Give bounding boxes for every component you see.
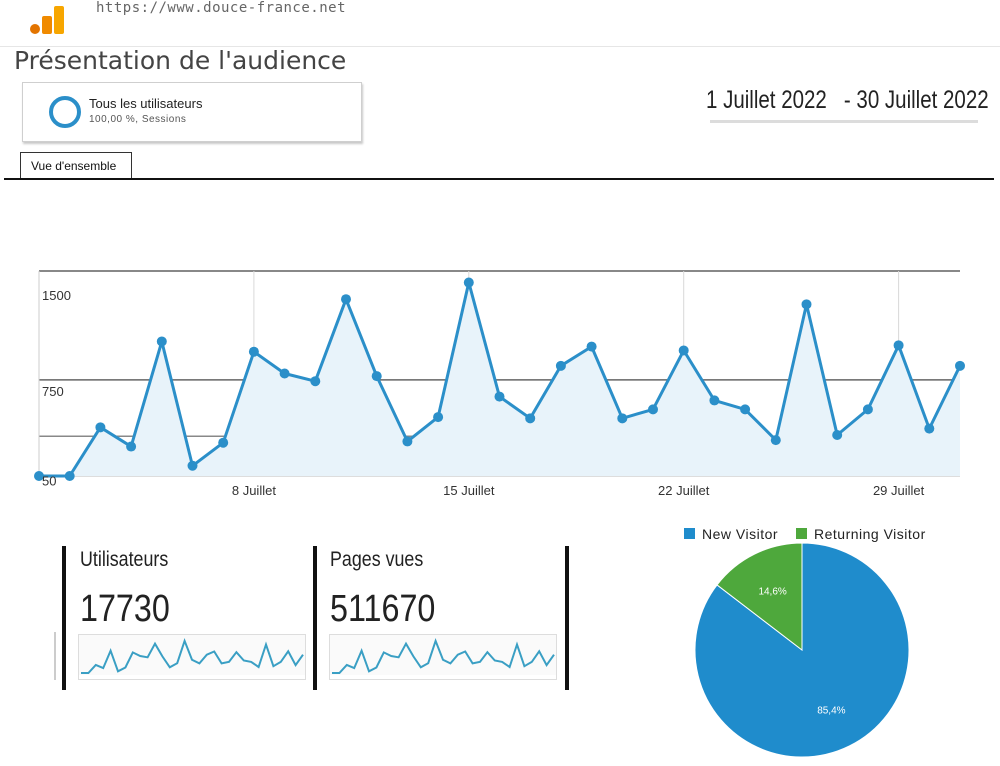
sparkline-path xyxy=(332,637,555,674)
chart-point[interactable] xyxy=(678,345,689,356)
chart-point[interactable] xyxy=(126,441,137,452)
sparkline-path xyxy=(81,637,304,674)
segment-detail: 100,00 %, Sessions xyxy=(89,114,187,125)
chart-area-fill xyxy=(39,282,960,476)
segment-name: Tous les utilisateurs xyxy=(89,96,203,111)
chart-x-tick-label: 22 Juillet xyxy=(658,483,710,498)
pie-slice[interactable] xyxy=(716,542,803,652)
chart-point[interactable] xyxy=(709,395,720,406)
chart-point[interactable] xyxy=(832,430,843,440)
chart-point[interactable] xyxy=(218,437,229,448)
legend-label-returning-visitor[interactable]: Returning Visitor xyxy=(814,526,926,542)
chart-point[interactable] xyxy=(801,299,812,310)
date-range-picker[interactable]: 1 Juillet 2022 - 30 Juillet 2022 xyxy=(706,86,989,114)
chart-point[interactable] xyxy=(64,471,75,481)
chart-point[interactable] xyxy=(34,471,44,481)
tab-overview[interactable]: Vue d'ensemble xyxy=(20,152,132,180)
segment-card[interactable]: Tous les utilisateurs 100,00 %, Sessions xyxy=(22,82,362,142)
chart-point[interactable] xyxy=(463,277,474,288)
legend-swatch-returning-visitor xyxy=(796,528,807,539)
metric-value: 511670 xyxy=(330,588,436,630)
chart-point[interactable] xyxy=(187,460,198,471)
metric-card-border xyxy=(62,546,66,690)
site-url[interactable]: https://www.douce-france.net xyxy=(96,0,347,16)
date-range-underline xyxy=(710,120,978,123)
legend-swatch-new-visitor xyxy=(684,528,695,539)
chart-x-tick-label: 29 Juillet xyxy=(873,483,925,498)
metric-label: Pages vues xyxy=(330,548,424,571)
chart-x-tick-label: 8 Juillet xyxy=(232,483,276,498)
chart-point[interactable] xyxy=(555,360,566,371)
chart-point[interactable] xyxy=(740,404,751,415)
metric-card-border xyxy=(313,546,317,690)
chart-point[interactable] xyxy=(494,391,505,402)
sessions-line-chart: 8 Juillet 15 Juillet 22 Juillet 29 Juillet … xyxy=(34,270,965,498)
chart-point[interactable] xyxy=(862,404,873,415)
metric-sparkline xyxy=(78,634,306,680)
metric-label: Utilisateurs xyxy=(80,548,169,571)
chart-point[interactable] xyxy=(586,341,597,352)
chart-point[interactable] xyxy=(371,371,382,382)
metric-sparkline xyxy=(329,634,557,680)
chart-x-tick-label: 15 Juillet xyxy=(443,483,495,498)
chart-point[interactable] xyxy=(248,346,259,357)
chart-point[interactable] xyxy=(893,340,904,351)
page-title: Présentation de l'audience xyxy=(14,46,347,75)
chart-point[interactable] xyxy=(617,413,628,424)
chart-point[interactable] xyxy=(525,413,536,424)
chart-point[interactable] xyxy=(924,423,935,434)
chart-y-tick-label: 50 xyxy=(42,474,56,489)
pie-slice-label: 85,4% xyxy=(817,705,845,716)
chart-point[interactable] xyxy=(770,435,781,446)
chart-point[interactable] xyxy=(402,436,413,447)
legend-label-new-visitor[interactable]: New Visitor xyxy=(702,526,779,542)
segment-donut-icon xyxy=(49,96,81,128)
chart-point[interactable] xyxy=(433,412,444,423)
chart-y-tick-label: 750 xyxy=(42,384,64,399)
chart-point[interactable] xyxy=(310,376,321,387)
metric-card-border xyxy=(565,546,569,690)
visitor-type-pie-chart: 85,4% 14,6% xyxy=(694,542,910,758)
tab-bar-divider xyxy=(4,178,994,180)
chart-point[interactable] xyxy=(156,336,167,347)
chart-point[interactable] xyxy=(95,422,106,433)
header-divider xyxy=(0,46,1000,47)
pie-slice-label: 14,6% xyxy=(758,587,786,598)
chart-point[interactable] xyxy=(955,360,965,371)
chart-point[interactable] xyxy=(341,294,351,305)
metric-card-edge xyxy=(54,632,56,680)
chart-point[interactable] xyxy=(648,404,658,415)
chart-point[interactable] xyxy=(279,368,290,379)
analytics-bars-icon xyxy=(28,4,68,36)
metric-value: 17730 xyxy=(80,588,170,630)
chart-y-tick-label: 1500 xyxy=(42,288,71,303)
